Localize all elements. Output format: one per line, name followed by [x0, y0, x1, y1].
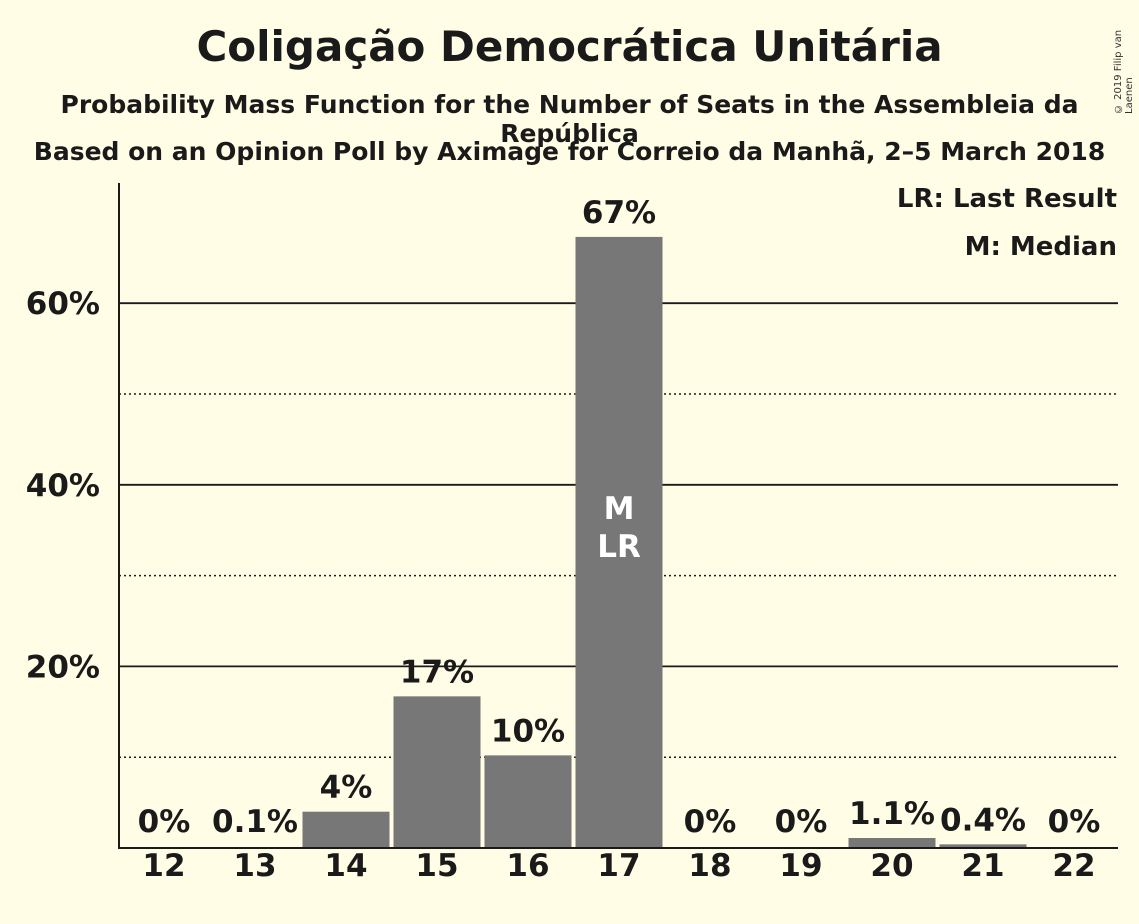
bar-value-label: 0%	[1048, 804, 1101, 840]
x-tick-label: 12	[142, 848, 185, 884]
x-tick-label: 20	[870, 848, 913, 884]
chart-title: Coligação Democrática Unitária	[196, 22, 943, 71]
bar-value-label: 0%	[775, 804, 828, 840]
bar-16	[484, 755, 572, 848]
x-tick-label: 13	[233, 848, 276, 884]
x-tick-label: 18	[688, 848, 731, 884]
x-tick-label: 21	[961, 848, 1004, 884]
chart-subtitle: Probability Mass Function for the Number…	[60, 90, 1079, 148]
x-tick-label: 19	[779, 848, 822, 884]
bar-marker-m: M	[604, 491, 635, 527]
x-tick-label: 16	[506, 848, 549, 884]
x-tick-label: 15	[415, 848, 458, 884]
bar-value-label: 0%	[684, 804, 737, 840]
bar-value-label: 4%	[320, 770, 373, 806]
legend-median: M: Median	[964, 232, 1117, 262]
chart-subtitle-poll: Based on an Opinion Poll by Aximage for …	[33, 137, 1106, 166]
bar-value-label: 67%	[582, 195, 656, 231]
bar-marker-lr: LR	[597, 529, 641, 565]
bar-value-label: 0.4%	[940, 802, 1026, 838]
bar-20	[848, 838, 936, 848]
bar-17	[575, 236, 663, 848]
y-tick-label: 40%	[26, 468, 100, 504]
x-tick-label: 17	[597, 848, 640, 884]
legend-last-result: LR: Last Result	[896, 184, 1117, 214]
x-tick-label: 14	[324, 848, 367, 884]
x-tick-label: 22	[1052, 848, 1095, 884]
y-tick-label: 20%	[26, 649, 100, 685]
bar-15	[393, 696, 481, 848]
bar-21	[939, 844, 1027, 848]
bar-value-label: 0.1%	[212, 804, 298, 840]
y-tick-label: 60%	[26, 286, 100, 322]
bar-value-label: 17%	[400, 654, 474, 690]
bar-value-label: 0%	[138, 804, 191, 840]
bar-value-label: 10%	[491, 713, 565, 749]
bar-14	[302, 811, 390, 848]
bar-value-label: 1.1%	[849, 796, 935, 832]
